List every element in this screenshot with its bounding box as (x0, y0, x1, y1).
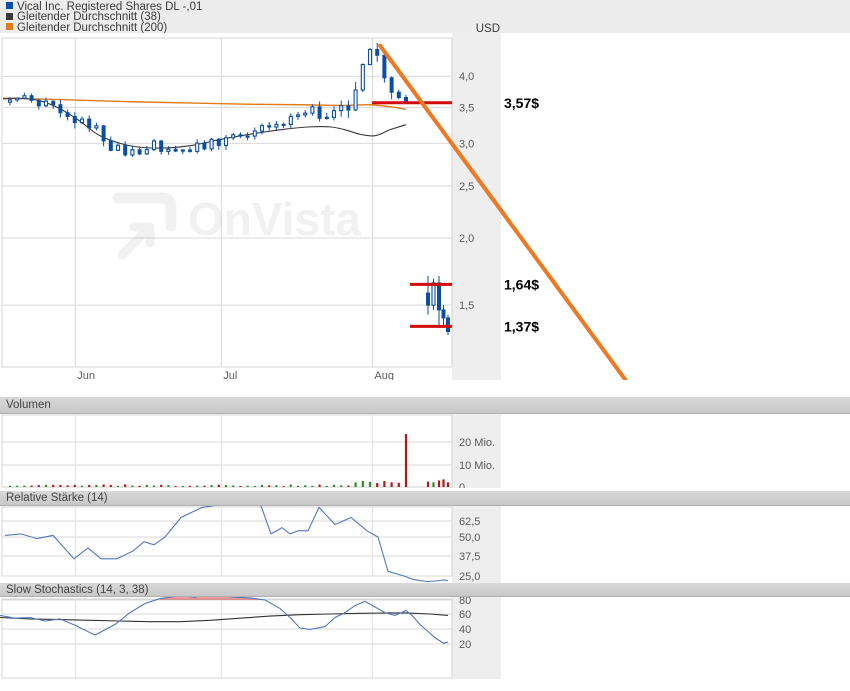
svg-text:40: 40 (459, 624, 471, 636)
svg-text:0: 0 (459, 482, 465, 488)
svg-text:25,0: 25,0 (459, 571, 480, 583)
svg-text:37,5: 37,5 (459, 551, 480, 563)
svg-text:20 Mio.: 20 Mio. (459, 437, 495, 449)
svg-text:OnVista: OnVista (188, 193, 361, 245)
svg-text:1,5: 1,5 (459, 300, 474, 312)
svg-text:1,37$: 1,37$ (504, 318, 539, 334)
svg-text:60: 60 (459, 609, 471, 621)
svg-text:20: 20 (459, 639, 471, 651)
svg-text:3,0: 3,0 (459, 138, 474, 150)
svg-text:2,5: 2,5 (459, 181, 474, 193)
svg-text:3,57$: 3,57$ (504, 95, 539, 111)
svg-text:Jun: Jun (77, 370, 95, 380)
svg-text:1,64$: 1,64$ (504, 276, 539, 292)
svg-text:Aug: Aug (374, 370, 394, 380)
svg-text:Jul: Jul (223, 370, 237, 380)
svg-text:62,5: 62,5 (459, 516, 480, 528)
svg-text:10 Mio.: 10 Mio. (459, 460, 495, 472)
svg-text:3,5: 3,5 (459, 102, 474, 114)
svg-text:4,0: 4,0 (459, 71, 474, 83)
svg-text:50,0: 50,0 (459, 532, 480, 544)
svg-text:2,0: 2,0 (459, 233, 474, 245)
